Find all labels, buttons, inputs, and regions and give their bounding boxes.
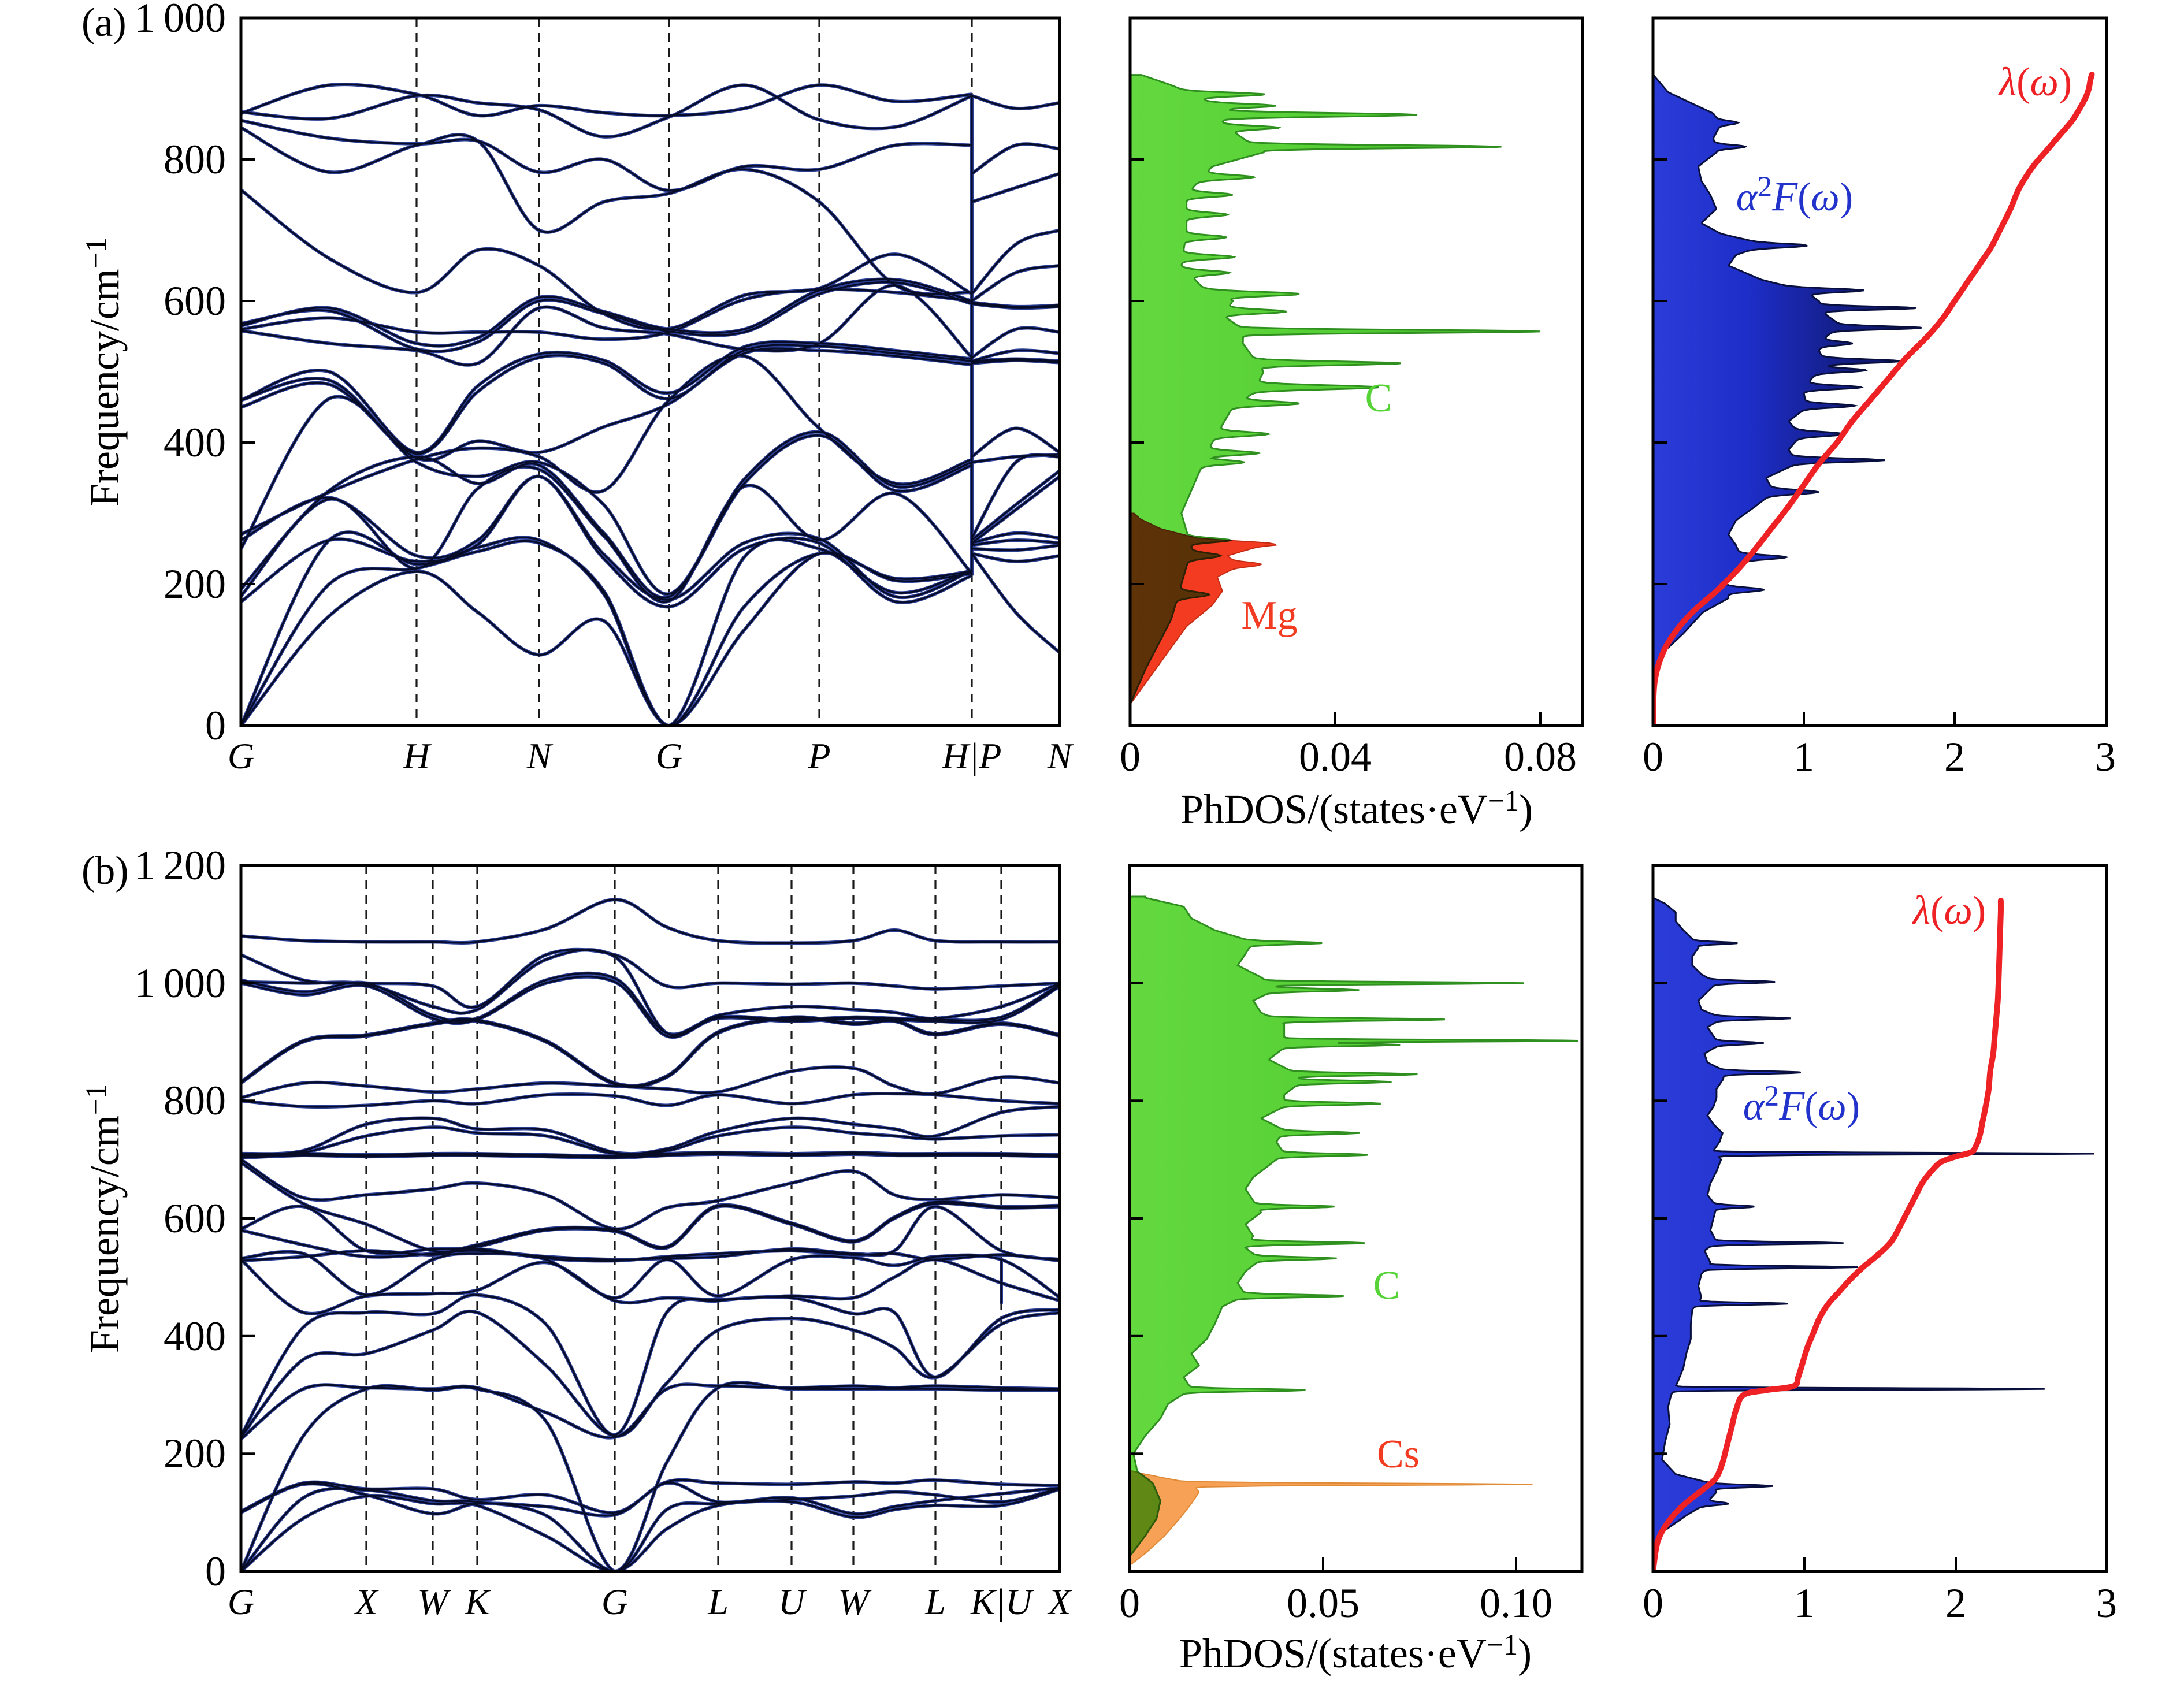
svg-text:N: N (1047, 735, 1074, 776)
svg-text:Frequency/cm−1: Frequency/cm−1 (80, 1084, 128, 1353)
svg-text:P: P (807, 735, 830, 776)
svg-text:(a): (a) (81, 1, 127, 45)
svg-text:X: X (353, 1581, 379, 1622)
svg-text:800: 800 (164, 1077, 226, 1124)
svg-text:Frequency/cm−1: Frequency/cm−1 (80, 237, 128, 507)
svg-text:λ(ω): λ(ω) (1912, 889, 1986, 933)
svg-text:200: 200 (164, 1430, 226, 1477)
svg-text:C: C (1373, 1263, 1401, 1308)
svg-text:1 000: 1 000 (135, 960, 226, 1006)
svg-text:2: 2 (1944, 734, 1965, 780)
svg-text:400: 400 (164, 419, 226, 466)
svg-text:Mg: Mg (1241, 593, 1297, 638)
svg-text:0: 0 (1120, 734, 1141, 780)
svg-text:1: 1 (1794, 1580, 1815, 1626)
svg-text:N: N (526, 735, 554, 776)
svg-text:λ(ω): λ(ω) (1998, 60, 2072, 105)
svg-text:0.08: 0.08 (1504, 734, 1577, 780)
svg-text:G: G (228, 735, 254, 776)
svg-text:0.10: 0.10 (1480, 1580, 1552, 1626)
svg-text:W: W (417, 1581, 451, 1622)
svg-text:G: G (228, 1581, 254, 1622)
svg-text:0: 0 (1643, 734, 1663, 780)
svg-text:3: 3 (2096, 1580, 2117, 1626)
svg-text:0: 0 (205, 1548, 226, 1594)
svg-text:Cs: Cs (1377, 1432, 1420, 1477)
svg-text:1 000: 1 000 (135, 0, 226, 41)
svg-text:600: 600 (164, 278, 226, 324)
svg-text:0.05: 0.05 (1287, 1580, 1360, 1626)
svg-text:1 200: 1 200 (135, 842, 226, 889)
svg-text:3: 3 (2095, 734, 2116, 780)
svg-text:L: L (707, 1581, 729, 1622)
svg-text:0: 0 (1119, 1580, 1140, 1626)
svg-text:C: C (1365, 376, 1392, 421)
svg-text:U: U (778, 1581, 807, 1622)
svg-text:G: G (601, 1581, 628, 1622)
svg-text:0.04: 0.04 (1299, 734, 1372, 780)
svg-text:α2F(ω): α2F(ω) (1743, 1080, 1860, 1129)
svg-text:1: 1 (1793, 734, 1814, 780)
svg-text:H|P: H|P (942, 735, 1002, 776)
svg-text:400: 400 (164, 1313, 226, 1359)
svg-text:K|U: K|U (970, 1581, 1034, 1622)
svg-text:W: W (838, 1581, 872, 1622)
svg-text:X: X (1046, 1581, 1072, 1622)
svg-text:PhDOS/(states·eV−1): PhDOS/(states·eV−1) (1180, 785, 1533, 832)
svg-text:2: 2 (1945, 1580, 1966, 1626)
svg-text:G: G (656, 735, 682, 776)
svg-text:0: 0 (1643, 1580, 1663, 1626)
svg-text:200: 200 (164, 561, 226, 607)
svg-text:(b): (b) (81, 849, 129, 893)
svg-text:PhDOS/(states·eV−1): PhDOS/(states·eV−1) (1179, 1629, 1532, 1676)
svg-text:0: 0 (205, 702, 226, 749)
svg-text:K: K (465, 1581, 492, 1622)
svg-text:α2F(ω): α2F(ω) (1736, 171, 1853, 220)
svg-text:600: 600 (164, 1195, 226, 1241)
svg-text:800: 800 (164, 136, 226, 183)
svg-text:H: H (403, 735, 432, 776)
svg-text:L: L (924, 1581, 946, 1622)
